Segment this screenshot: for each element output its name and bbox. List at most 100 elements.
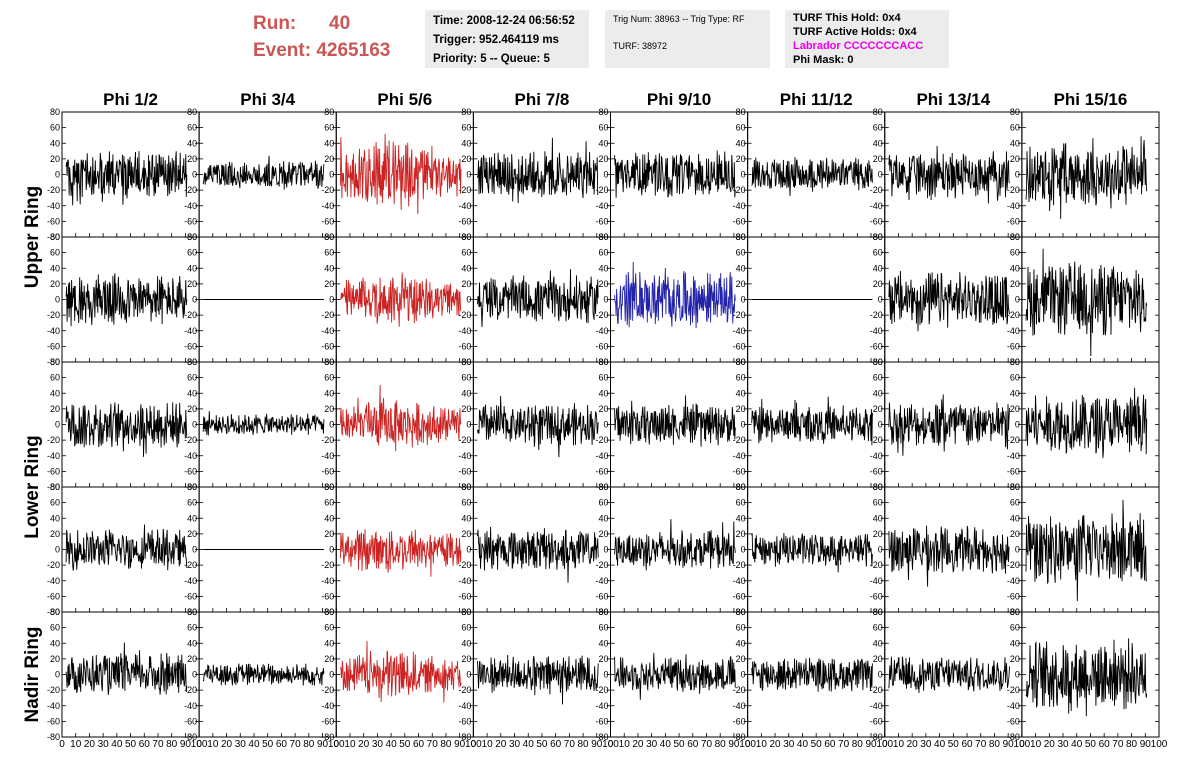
y-tick-label: 20 <box>50 404 60 414</box>
x-tick-label: 40 <box>934 739 946 750</box>
y-tick-label: 20 <box>50 654 60 664</box>
y-tick-label: 0 <box>466 670 471 680</box>
x-tick-label: 40 <box>1071 739 1083 750</box>
y-tick-label: 80 <box>873 607 883 617</box>
y-tick-label: 0 <box>603 170 608 180</box>
y-tick-label: -60 <box>321 341 334 351</box>
y-tick-label: 80 <box>736 357 746 367</box>
y-tick-label: -80 <box>1007 732 1020 742</box>
y-tick-label: -60 <box>458 466 471 476</box>
x-tick-label: 10 <box>619 739 631 750</box>
y-tick-label: 0 <box>878 295 883 305</box>
y-tick-label: 40 <box>1010 513 1020 523</box>
turf-info-box: TURF This Hold: 0x4 TURF Active Holds: 0… <box>785 10 949 68</box>
y-tick-label: -60 <box>184 716 197 726</box>
x-tick-label: 80 <box>715 739 727 750</box>
x-tick-label: 70 <box>1112 739 1124 750</box>
y-tick-label: 80 <box>187 107 197 117</box>
y-tick-label: 40 <box>1010 263 1020 273</box>
x-tick-label: 40 <box>797 739 809 750</box>
y-tick-label: 0 <box>192 170 197 180</box>
waveform-trace <box>1025 136 1148 220</box>
y-tick-label: -60 <box>321 466 334 476</box>
event-line: Event: 4265163 <box>253 37 390 64</box>
y-tick-label: 0 <box>466 295 471 305</box>
y-tick-label: 40 <box>324 263 334 273</box>
y-tick-label: -80 <box>321 732 334 742</box>
x-tick-label: 20 <box>495 739 507 750</box>
y-tick-label: -20 <box>1007 185 1020 195</box>
y-tick-label: 0 <box>878 545 883 555</box>
x-tick-label: 90 <box>180 739 192 750</box>
y-tick-label: 0 <box>329 420 334 430</box>
y-tick-label: -80 <box>47 607 60 617</box>
x-tick-label: 60 <box>824 739 836 750</box>
y-tick-label: 80 <box>1010 607 1020 617</box>
x-tick-label: 40 <box>523 739 535 750</box>
y-tick-label: 20 <box>736 654 746 664</box>
y-tick-label: 80 <box>50 482 60 492</box>
y-tick-label: 40 <box>461 638 471 648</box>
y-tick-label: 20 <box>461 279 471 289</box>
x-tick-label: 50 <box>125 739 137 750</box>
y-tick-label: 40 <box>324 513 334 523</box>
y-tick-label: 40 <box>461 388 471 398</box>
y-tick-label: 60 <box>50 623 60 633</box>
waveform-trace <box>751 396 873 446</box>
x-tick-label: 10 <box>482 739 494 750</box>
y-tick-label: -60 <box>733 716 746 726</box>
y-tick-label: -60 <box>47 341 60 351</box>
y-tick-label: 20 <box>736 279 746 289</box>
y-tick-label: 40 <box>598 513 608 523</box>
y-tick-label: 0 <box>1015 420 1020 430</box>
y-tick-label: -40 <box>733 576 746 586</box>
y-tick-label: 20 <box>598 529 608 539</box>
x-tick-label: 60 <box>276 739 288 750</box>
x-tick-label: 70 <box>701 739 713 750</box>
x-tick-label: 60 <box>550 739 562 750</box>
y-tick-label: -20 <box>595 435 608 445</box>
y-tick-label: 80 <box>461 232 471 242</box>
y-tick-label: -60 <box>595 341 608 351</box>
x-tick-label: 30 <box>1057 739 1069 750</box>
priority-text: Priority: 5 -- Queue: 5 <box>433 53 550 65</box>
y-tick-label: 0 <box>741 170 746 180</box>
y-tick-label: -20 <box>733 685 746 695</box>
y-tick-label: 40 <box>873 138 883 148</box>
turf-this-hold-text: TURF This Hold: 0x4 <box>793 12 901 24</box>
y-tick-label: -20 <box>184 685 197 695</box>
y-tick-label: 40 <box>598 138 608 148</box>
waveform-trace <box>1025 248 1148 357</box>
y-tick-label: 0 <box>1015 170 1020 180</box>
y-tick-label: -80 <box>47 357 60 367</box>
y-tick-label: 20 <box>736 529 746 539</box>
x-tick-label: 30 <box>372 739 384 750</box>
y-tick-label: 0 <box>466 170 471 180</box>
x-tick-label: 40 <box>386 739 398 750</box>
x-tick-label: 0 <box>608 739 614 750</box>
y-tick-label: 20 <box>1010 654 1020 664</box>
y-tick-label: -60 <box>1007 716 1020 726</box>
y-tick-label: 20 <box>873 654 883 664</box>
y-tick-label: -20 <box>184 310 197 320</box>
y-tick-label: -40 <box>1007 326 1020 336</box>
y-tick-label: 60 <box>187 623 197 633</box>
y-tick-label: 40 <box>598 263 608 273</box>
x-tick-label: 20 <box>907 739 919 750</box>
y-tick-label: 60 <box>50 498 60 508</box>
y-tick-label: 0 <box>1015 295 1020 305</box>
waveform-trace <box>65 151 188 206</box>
y-tick-label: -20 <box>870 310 883 320</box>
y-tick-label: -60 <box>870 716 883 726</box>
x-tick-label: 90 <box>865 739 877 750</box>
y-tick-label: 40 <box>736 388 746 398</box>
y-tick-label: 20 <box>324 279 334 289</box>
y-tick-label: 0 <box>741 670 746 680</box>
x-tick-label: 50 <box>262 739 274 750</box>
y-tick-label: 40 <box>50 513 60 523</box>
y-tick-label: 60 <box>187 498 197 508</box>
y-tick-label: 80 <box>461 357 471 367</box>
y-tick-label: -80 <box>458 732 471 742</box>
y-tick-label: -60 <box>595 216 608 226</box>
y-tick-label: -60 <box>458 591 471 601</box>
